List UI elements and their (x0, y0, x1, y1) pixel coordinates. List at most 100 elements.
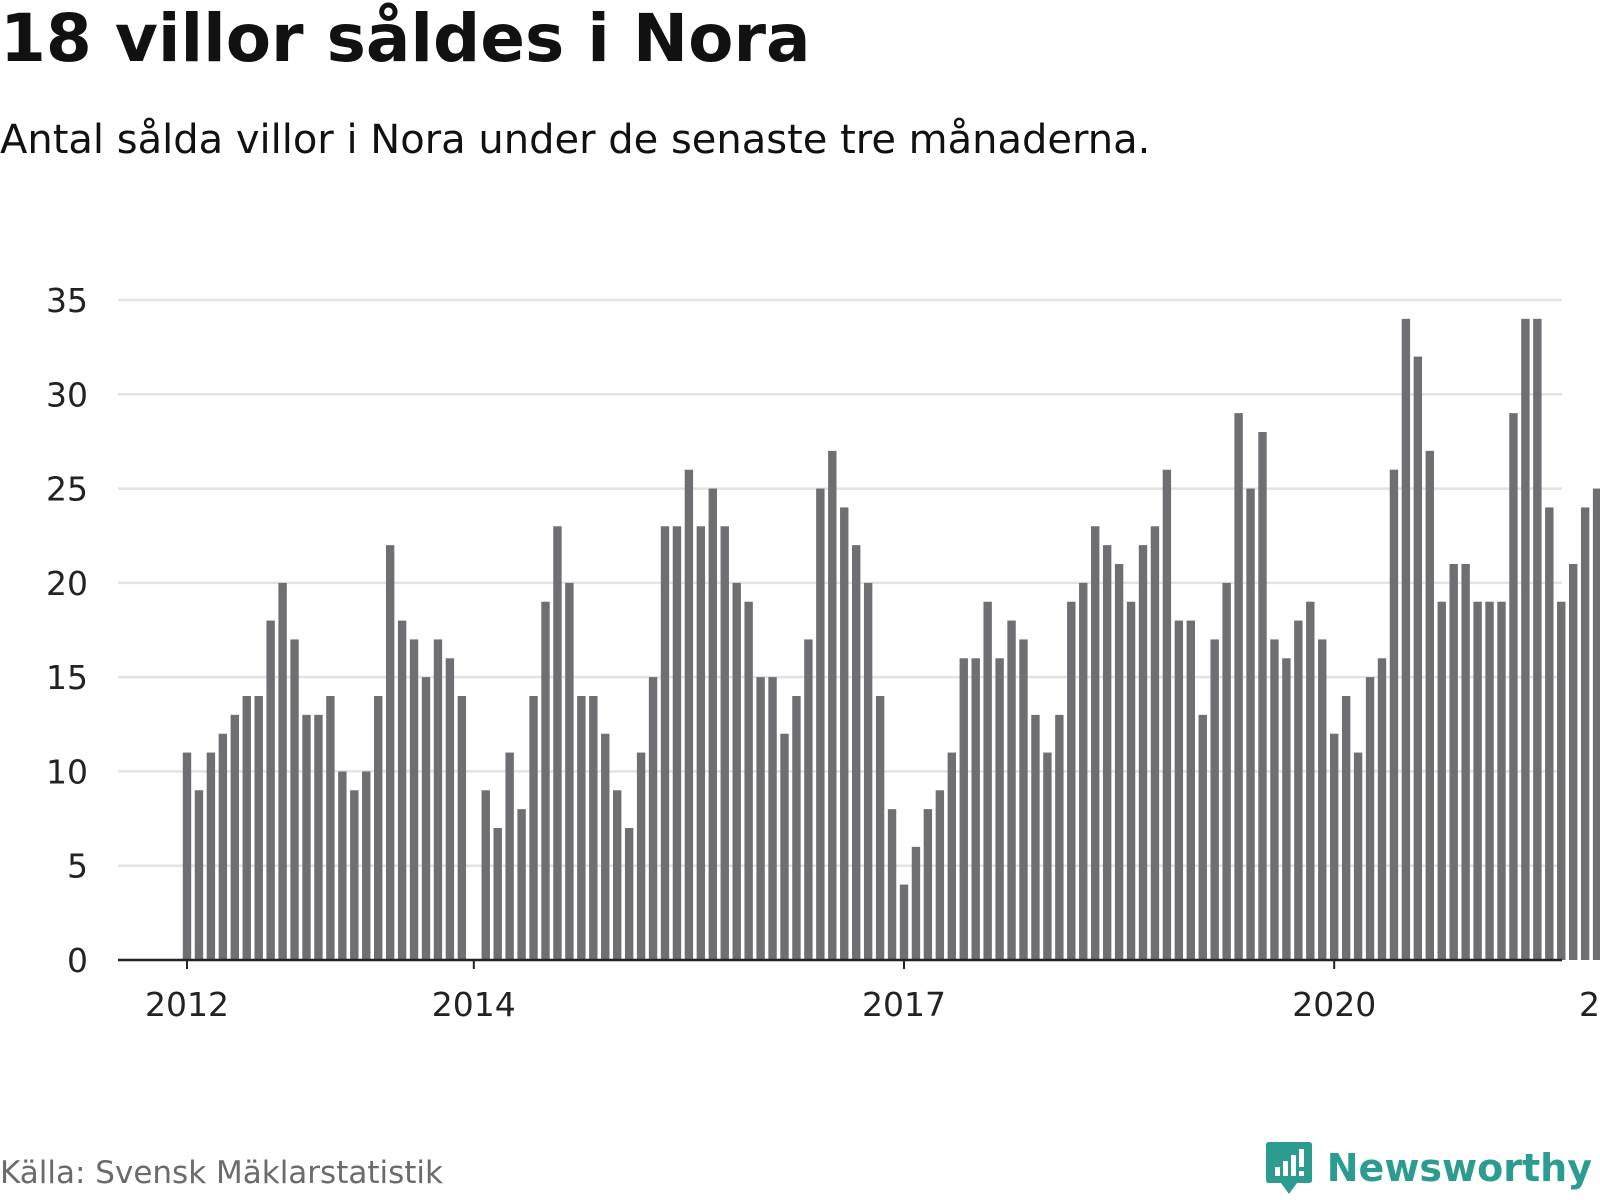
bar (1473, 601, 1482, 960)
bar (397, 620, 407, 960)
bar (935, 790, 945, 960)
bar (995, 658, 1004, 960)
bar (457, 696, 467, 960)
bar (505, 752, 514, 960)
bar (1557, 601, 1566, 960)
bar (601, 733, 610, 960)
bar (266, 620, 275, 960)
bar (923, 809, 933, 960)
x-tick-label: 2014 (432, 985, 516, 1024)
bar (660, 526, 670, 960)
bar (338, 771, 347, 960)
bar (1067, 601, 1076, 960)
bar (1114, 564, 1124, 960)
bar (1007, 620, 1016, 960)
y-tick-label: 25 (46, 470, 88, 509)
bar (828, 450, 837, 960)
y-tick-label: 30 (46, 375, 88, 414)
bar (290, 639, 299, 960)
bar (1282, 658, 1291, 960)
bar (708, 488, 717, 960)
bar (1425, 450, 1434, 960)
bar (1186, 620, 1195, 960)
bar (1389, 469, 1399, 960)
bar (218, 733, 228, 960)
bar (1521, 318, 1530, 960)
x-tick-label: 2017 (862, 985, 946, 1024)
chart-subtitle: Antal sålda villor i Nora under de senas… (0, 117, 1151, 163)
bar (947, 752, 956, 960)
bar (959, 658, 968, 960)
bar (1485, 601, 1494, 960)
bar (804, 639, 813, 960)
bar (1330, 733, 1339, 960)
bar (278, 582, 287, 960)
bar (1461, 564, 1470, 960)
bar (374, 696, 383, 960)
x-tick-label: 2020 (1292, 985, 1376, 1024)
bar (433, 639, 443, 960)
bar (1091, 526, 1100, 960)
bar (589, 696, 598, 960)
bar (1031, 714, 1040, 960)
bar (529, 696, 538, 960)
bar (1449, 564, 1458, 960)
bar (553, 526, 562, 960)
bar (1580, 507, 1590, 960)
bar (613, 790, 622, 960)
bar (887, 809, 897, 960)
bar (577, 696, 586, 960)
y-tick-label: 20 (46, 564, 88, 603)
source-note: Källa: Svensk Mäklarstatistik (0, 1155, 443, 1191)
bar (1497, 601, 1506, 960)
bar (230, 714, 239, 960)
bar (1079, 582, 1088, 960)
bar (1592, 488, 1600, 960)
bar (541, 601, 550, 960)
bar (314, 714, 323, 960)
bar (1569, 564, 1578, 960)
bar (1377, 658, 1387, 960)
bar (744, 601, 753, 960)
bar (624, 828, 634, 960)
bar (1306, 601, 1315, 960)
y-tick-label: 0 (67, 941, 88, 980)
bar (242, 696, 251, 960)
chart-title: 18 villor såldes i Nora (0, 0, 811, 77)
chart-area: 051015202530352012201420172020202218 (0, 260, 1600, 1040)
bar (672, 526, 682, 960)
x-tick-label: 2012 (145, 985, 229, 1024)
bar (1437, 601, 1446, 960)
bar-chart: 051015202530352012201420172020202218 (46, 281, 1600, 1024)
bar (768, 677, 777, 960)
bar (648, 677, 658, 960)
bar (1294, 620, 1303, 960)
bar (362, 771, 371, 960)
bar (1126, 601, 1136, 960)
bar (875, 696, 885, 960)
bar (1102, 545, 1112, 960)
brand-name: Newsworthy (1326, 1146, 1592, 1190)
bar (1246, 488, 1255, 960)
bar (421, 677, 431, 960)
bar (493, 828, 502, 960)
bar (517, 809, 526, 960)
bar (1019, 639, 1028, 960)
bar (194, 790, 204, 960)
y-tick-label: 5 (67, 847, 88, 886)
bar (481, 790, 490, 960)
bar (971, 658, 980, 960)
bar (445, 658, 455, 960)
bar (206, 752, 216, 960)
bar (720, 526, 729, 960)
bar (1341, 696, 1351, 960)
bar (1055, 714, 1064, 960)
bar (1174, 620, 1184, 960)
bar (780, 733, 789, 960)
bar (1138, 545, 1148, 960)
bar (1162, 469, 1172, 960)
bar (983, 601, 992, 960)
bar (696, 526, 706, 960)
bar (1401, 318, 1411, 960)
bar (1198, 714, 1207, 960)
